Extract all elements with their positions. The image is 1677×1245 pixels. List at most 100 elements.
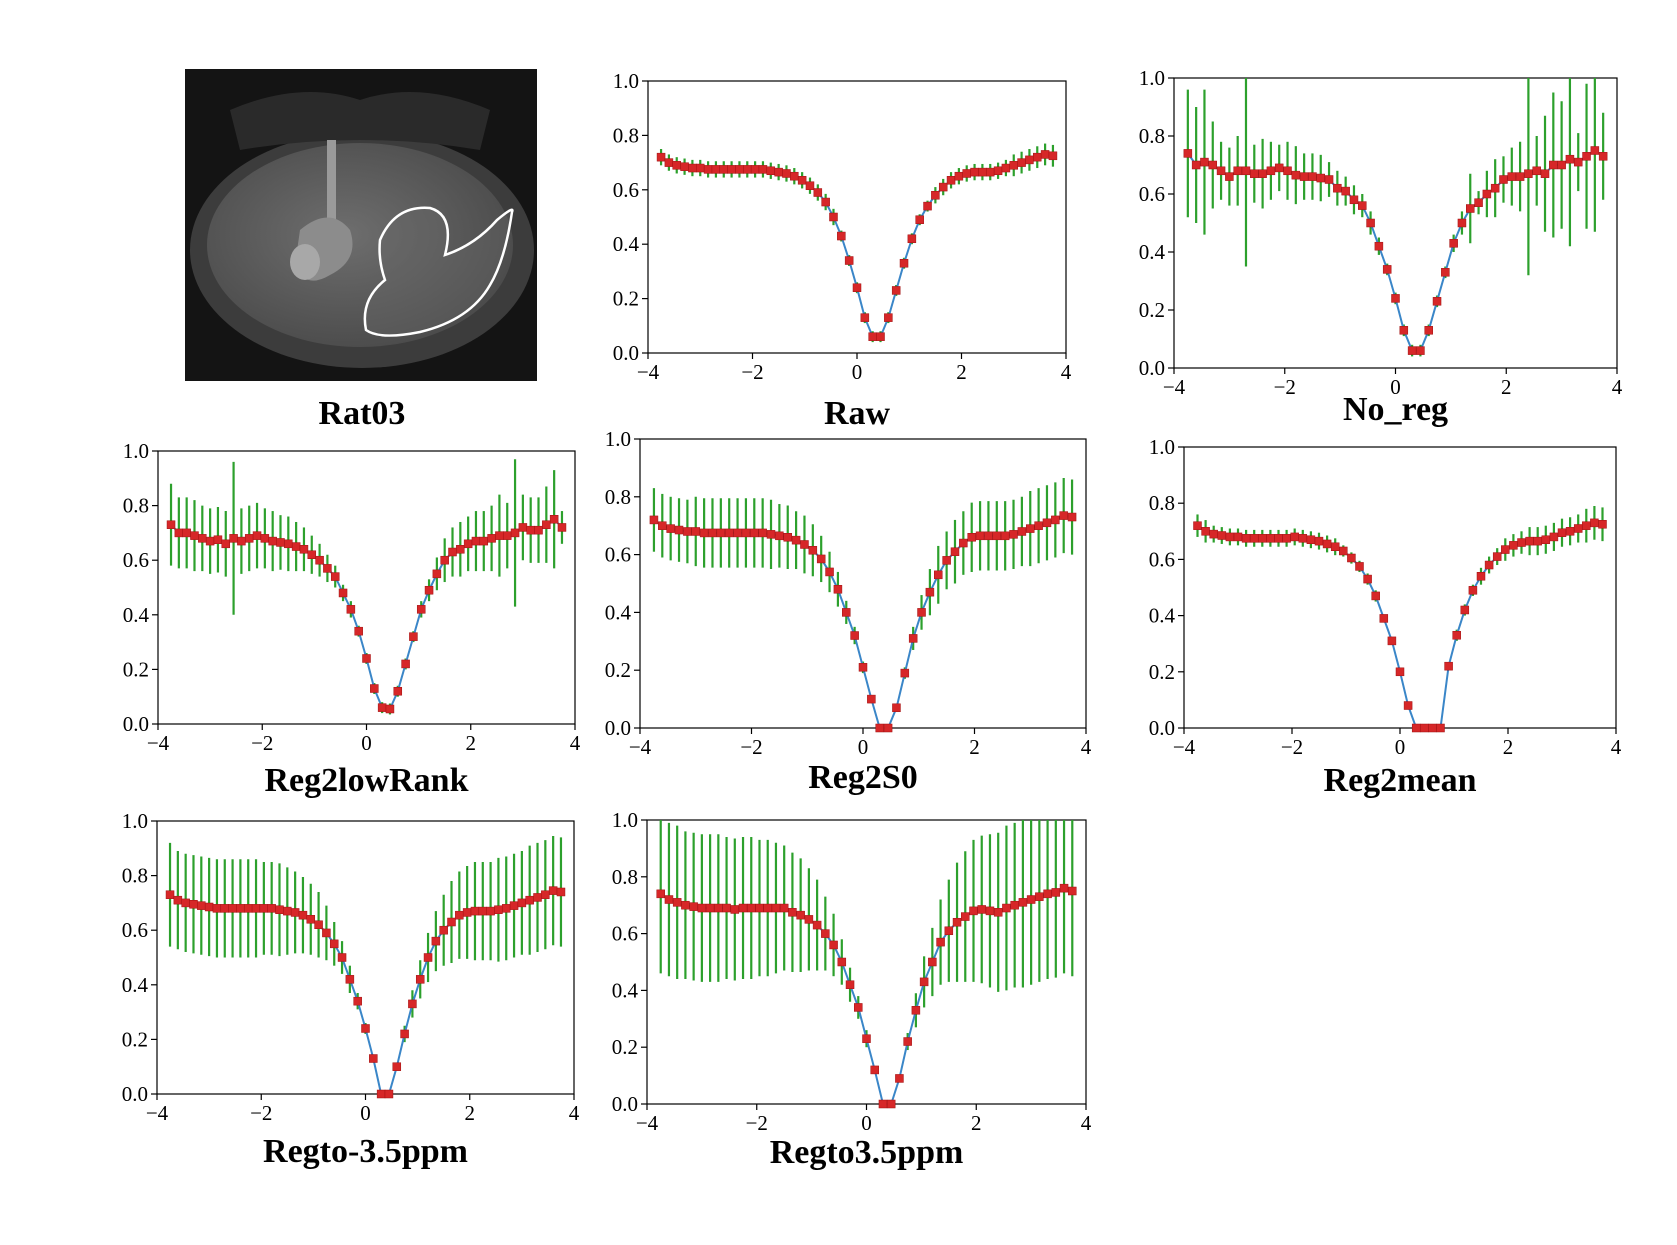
data-point — [479, 536, 489, 546]
data-point — [237, 536, 246, 546]
data-point — [1274, 163, 1284, 173]
data-point — [416, 605, 426, 614]
data-point — [1266, 166, 1276, 176]
data-point — [1452, 631, 1461, 640]
roi-outline — [363, 206, 514, 337]
data-point — [1339, 546, 1348, 556]
data-point — [800, 540, 809, 549]
data-point — [299, 545, 309, 554]
data-point — [1541, 535, 1551, 544]
data-point — [961, 912, 970, 921]
data-point — [917, 608, 926, 617]
data-point — [1484, 560, 1494, 570]
data-point — [494, 905, 503, 914]
data-point — [697, 903, 707, 913]
image-panel-title: Rat03 — [319, 395, 406, 432]
data-point — [664, 158, 674, 167]
plot-frame — [647, 80, 1067, 354]
data-point — [377, 703, 387, 712]
data-point — [750, 165, 760, 174]
x-tick-label: 4 — [570, 731, 581, 755]
x-tick-label: 4 — [1081, 1111, 1092, 1135]
data-point — [658, 521, 667, 530]
data-point — [1507, 172, 1517, 181]
data-point — [1068, 886, 1077, 896]
data-point — [1026, 895, 1036, 904]
data-point — [447, 917, 456, 927]
data-point — [919, 977, 929, 987]
data-point — [1590, 146, 1600, 155]
chart-title: Reg2S0 — [808, 759, 918, 796]
data-point — [1432, 297, 1442, 306]
data-point — [870, 1065, 879, 1075]
data-point — [1291, 170, 1301, 180]
x-tick-label: 2 — [1503, 735, 1514, 759]
data-point — [1306, 535, 1316, 544]
data-point — [1416, 346, 1425, 355]
data-point — [384, 1089, 394, 1099]
data-point — [1233, 166, 1242, 176]
data-point — [1009, 530, 1018, 539]
data-point — [977, 905, 986, 914]
data-point — [1209, 529, 1218, 539]
data-point — [315, 555, 324, 565]
data-point — [369, 1054, 378, 1063]
data-point — [722, 903, 731, 913]
data-point — [1324, 175, 1334, 184]
data-point — [903, 1037, 912, 1046]
data-point — [1549, 160, 1558, 170]
data-point — [672, 161, 681, 170]
data-point — [852, 283, 862, 292]
data-point — [775, 531, 784, 541]
data-point — [696, 163, 705, 173]
data-point — [330, 572, 340, 581]
data-point — [526, 525, 535, 535]
data-point — [1374, 241, 1384, 251]
chart-title: Raw — [824, 395, 891, 432]
data-point — [1316, 173, 1325, 183]
data-point — [456, 545, 465, 554]
data-point — [876, 332, 885, 341]
data-point — [691, 527, 700, 536]
x-tick-label: 0 — [861, 1111, 872, 1135]
data-point — [1183, 149, 1193, 158]
data-point — [314, 920, 323, 929]
data-point — [1382, 265, 1392, 274]
data-point — [1025, 155, 1034, 165]
chart-panel-2: −4 −2 0 2 4 0.0 0.2 0.4 0.6 0.8 1.0 No_reg — [1139, 66, 1623, 428]
y-tick-label: 1.0 — [122, 809, 148, 833]
data-point — [1266, 534, 1275, 543]
data-point — [1042, 518, 1052, 528]
data-point — [1241, 166, 1251, 176]
y-tick-label: 0.8 — [1139, 124, 1165, 148]
data-point — [680, 162, 689, 171]
data-point — [495, 531, 504, 540]
data-point — [766, 530, 776, 539]
data-point — [1444, 661, 1453, 671]
data-point — [432, 569, 442, 579]
data-point — [1241, 534, 1251, 543]
data-point — [275, 905, 284, 914]
data-point — [985, 906, 995, 916]
data-point — [212, 904, 222, 913]
data-point — [353, 996, 362, 1006]
data-point — [875, 723, 884, 733]
data-point — [259, 904, 269, 913]
data-point — [541, 890, 550, 899]
data-point — [1482, 189, 1492, 199]
charts-container: −4 −2 0 2 4 0.0 0.2 0.4 0.6 0.8 1.0 Raw −4 −2 0 2 4 0.0 0.… — [122, 66, 1623, 1171]
data-point — [867, 694, 876, 704]
data-point — [439, 925, 448, 935]
data-point — [833, 585, 843, 594]
data-point — [213, 535, 223, 544]
chart-title: Regto3.5ppm — [770, 1134, 964, 1171]
data-point — [923, 201, 932, 211]
data-point — [788, 908, 797, 917]
data-point — [376, 1089, 386, 1099]
data-point — [891, 286, 901, 295]
y-tick-label: 1.0 — [1149, 435, 1175, 459]
data-point — [392, 1062, 402, 1071]
y-tick-label: 0.6 — [1149, 547, 1175, 571]
x-tick-label: 0 — [361, 731, 372, 755]
data-point — [284, 539, 293, 549]
